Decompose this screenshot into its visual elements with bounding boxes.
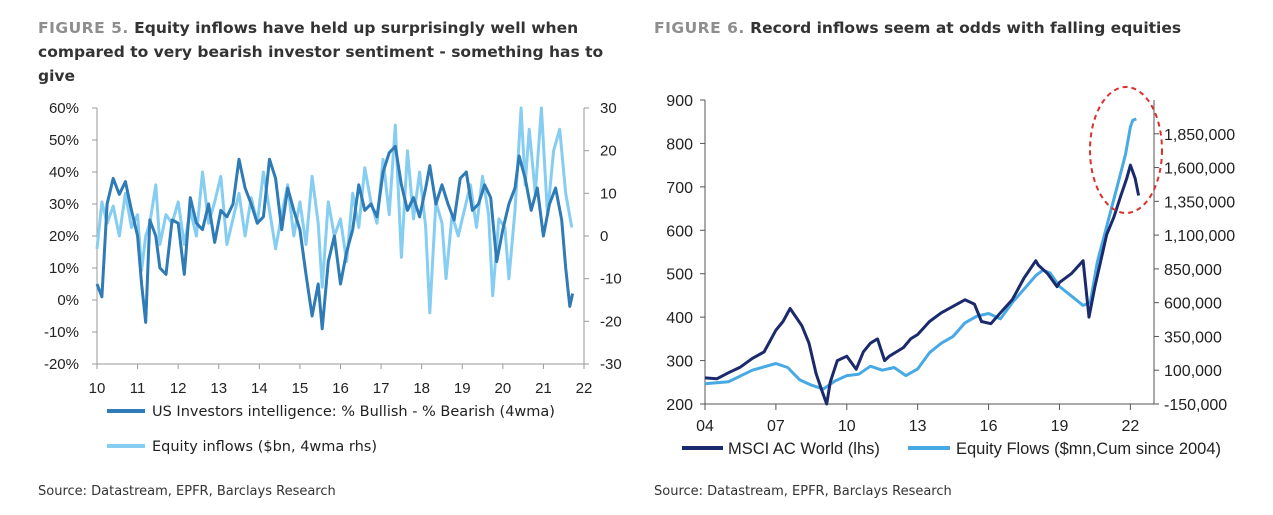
left-y-tick-label: -20% bbox=[44, 356, 79, 373]
right-y-tick-label: -30 bbox=[600, 356, 622, 373]
left-y-tick-label: 10% bbox=[49, 260, 79, 277]
right-y-tick-label: -20 bbox=[600, 313, 622, 330]
figure-6-title-text: Record inflows seem at odds with falling… bbox=[750, 19, 1182, 37]
figure-5-number: FIGURE 5. bbox=[38, 19, 129, 37]
x-tick-label: 13 bbox=[210, 380, 227, 397]
x-tick-label: 16 bbox=[332, 380, 349, 397]
x-tick-label: 18 bbox=[413, 380, 430, 397]
x-tick-label: 13 bbox=[909, 418, 927, 435]
equity-flows-line bbox=[704, 117, 1137, 391]
figure-6: FIGURE 6. Record inflows seem at odds wi… bbox=[636, 0, 1273, 515]
right-y-tick-label: 600,000 bbox=[1164, 296, 1222, 313]
x-tick-label: 15 bbox=[292, 380, 309, 397]
x-tick-label: 21 bbox=[535, 380, 552, 397]
x-tick-label: 07 bbox=[767, 418, 785, 435]
left-y-tick-label: 300 bbox=[666, 354, 693, 371]
left-y-tick-label: -10% bbox=[44, 324, 79, 341]
legend-label-bullish-bearish: US Investors intelligence: % Bullish - %… bbox=[152, 404, 555, 420]
equity-inflows-line bbox=[95, 106, 574, 315]
figure-5-chart: 60% 50% 40% 30% 20% 10% 0% -10% -20% 30 20 10 0 -10 -2… bbox=[44, 100, 622, 455]
right-y-tick-label: 10 bbox=[600, 185, 617, 202]
figure-5-source: Source: Datastream, EPFR, Barclays Resea… bbox=[38, 484, 336, 499]
left-y-tick-label: 400 bbox=[666, 310, 693, 327]
x-tick-label: 12 bbox=[170, 380, 187, 397]
x-tick-label: 10 bbox=[89, 380, 106, 397]
legend-label-msci: MSCI AC World (lhs) bbox=[728, 440, 880, 458]
x-tick-label: 20 bbox=[494, 380, 511, 397]
x-tick-label: 11 bbox=[130, 380, 146, 397]
right-y-tick-label: 1,100,000 bbox=[1164, 228, 1235, 245]
right-y-tick-label: 850,000 bbox=[1164, 262, 1222, 279]
x-tick-label: 22 bbox=[1121, 418, 1139, 435]
left-y-tick-label: 600 bbox=[666, 223, 693, 240]
figure-5: FIGURE 5. Equity inflows have held up su… bbox=[0, 0, 636, 515]
x-tick-label: 16 bbox=[980, 418, 998, 435]
figure-5-title-line1: Equity inflows have held up surprisingly… bbox=[134, 19, 579, 37]
left-y-tick-label: 0% bbox=[57, 292, 79, 309]
right-y-tick-label: 1,350,000 bbox=[1164, 194, 1235, 211]
left-y-tick-label: 800 bbox=[666, 136, 693, 153]
left-y-tick-label: 40% bbox=[49, 164, 79, 181]
right-y-tick-label: 1,600,000 bbox=[1164, 161, 1235, 178]
msci-ac-world-line bbox=[704, 163, 1141, 406]
left-y-tick-label: 700 bbox=[666, 180, 693, 197]
left-y-tick-label: 500 bbox=[666, 267, 693, 284]
x-tick-label: 14 bbox=[251, 380, 268, 397]
x-tick-label: 10 bbox=[838, 418, 856, 435]
x-tick-label: 22 bbox=[576, 380, 593, 397]
x-tick-label: 19 bbox=[454, 380, 471, 397]
figure-6-number: FIGURE 6. bbox=[654, 19, 745, 37]
figure-6-title: FIGURE 6. Record inflows seem at odds wi… bbox=[654, 16, 1273, 40]
legend-label-equity-flows: Equity Flows ($mn,Cum since 2004) bbox=[956, 440, 1221, 458]
x-tick-label: 04 bbox=[696, 418, 714, 435]
right-y-tick-label: 0 bbox=[600, 228, 608, 245]
left-y-tick-label: 60% bbox=[49, 100, 79, 117]
peak-annotation-ellipse bbox=[1089, 86, 1163, 214]
figure-5-title-line2: compared to very bearish investor sentim… bbox=[38, 43, 604, 85]
bullish-bearish-line bbox=[95, 144, 575, 331]
right-y-tick-label: 100,000 bbox=[1164, 363, 1222, 380]
right-y-tick-label: -150,000 bbox=[1164, 397, 1227, 414]
left-y-tick-label: 900 bbox=[666, 93, 693, 110]
right-y-tick-label: 1,850,000 bbox=[1164, 127, 1235, 144]
left-y-tick-label: 20% bbox=[49, 228, 79, 245]
figure-6-chart: 900 800 700 600 500 400 300 200 1,850,000 1,600,0… bbox=[666, 86, 1235, 458]
left-y-tick-label: 30% bbox=[49, 196, 79, 213]
left-y-tick-label: 200 bbox=[666, 397, 693, 414]
right-y-tick-label: 30 bbox=[600, 100, 617, 117]
right-y-tick-label: -10 bbox=[600, 271, 622, 288]
legend-label-equity-inflows: Equity inflows ($bn, 4wma rhs) bbox=[152, 439, 377, 455]
right-y-tick-label: 350,000 bbox=[1164, 329, 1222, 346]
x-tick-label: 17 bbox=[373, 380, 390, 397]
left-y-tick-label: 50% bbox=[49, 132, 79, 149]
x-tick-label: 19 bbox=[1051, 418, 1069, 435]
right-y-tick-label: 20 bbox=[600, 143, 617, 160]
figure-6-source: Source: Datastream, EPFR, Barclays Resea… bbox=[654, 484, 952, 499]
figure-5-title: FIGURE 5. Equity inflows have held up su… bbox=[38, 16, 638, 88]
